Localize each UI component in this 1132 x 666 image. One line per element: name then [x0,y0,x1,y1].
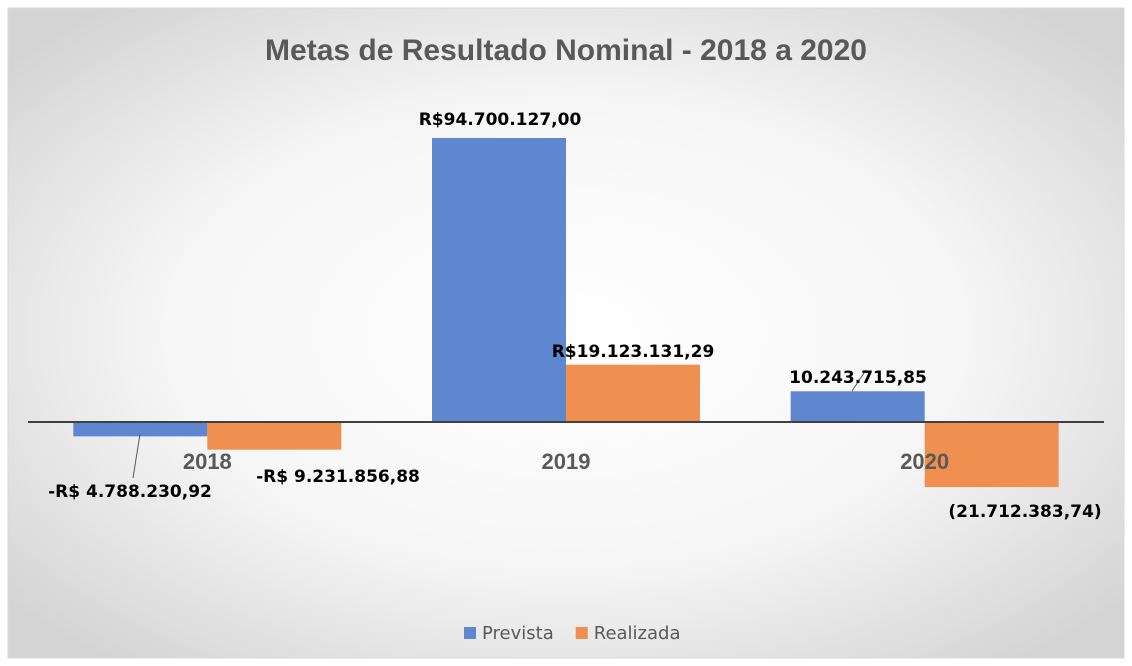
legend-swatch [464,627,476,639]
bar [432,138,566,422]
x-tick-label: 2019 [542,449,591,474]
legend-swatch [575,627,588,639]
data-label: 10.243.715,85 [789,368,927,388]
data-label: (21.712.383,74) [948,502,1101,522]
leader-line [851,369,867,392]
x-tick-label: 2020 [900,449,949,474]
x-tick-label: 2018 [183,449,232,474]
bar [790,391,925,422]
data-label: R$19.123.131,29 [552,342,715,362]
data-label: R$94.700.127,00 [419,110,582,130]
chart-title: Metas de Resultado Nominal - 2018 a 2020 [265,34,867,67]
legend-label: Realizada [594,623,681,644]
bar [566,364,700,422]
bar [207,422,342,450]
data-label: -R$ 9.231.856,88 [256,467,420,487]
bar [924,422,1059,488]
legend-label: Prevista [482,623,554,644]
leader-line [132,433,141,479]
data-label: -R$ 4.788.230,92 [48,482,212,502]
bar [73,422,208,437]
